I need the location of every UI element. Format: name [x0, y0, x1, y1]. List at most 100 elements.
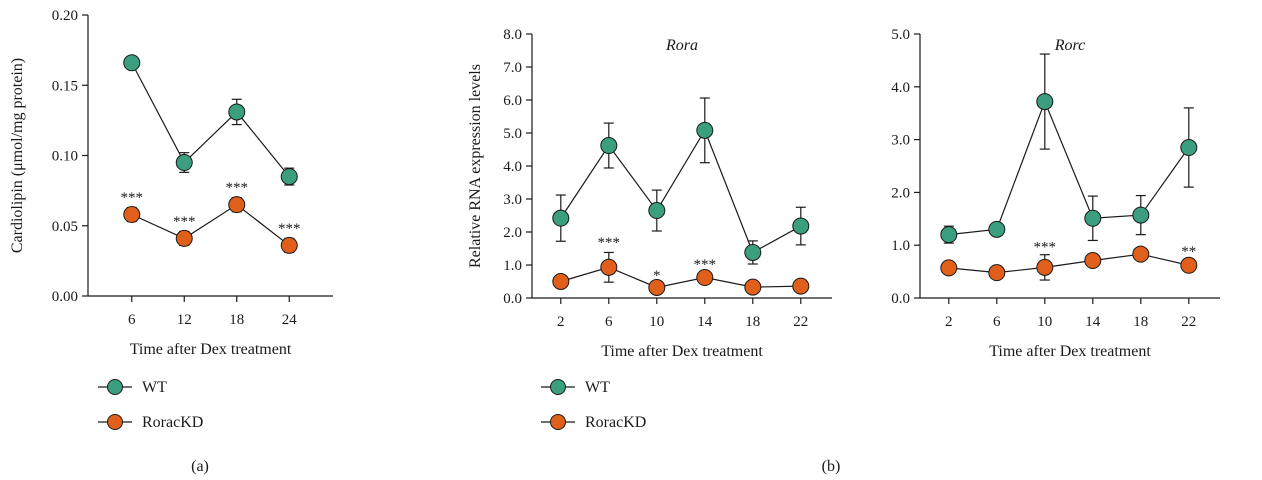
caption-b: (b) — [822, 458, 841, 475]
significance-label: ** — [1181, 244, 1196, 260]
x-tick-label: 14 — [697, 314, 713, 330]
data-point-kd — [228, 196, 246, 214]
data-point-wt — [940, 226, 958, 244]
y-tick-label: 0.05 — [52, 219, 78, 235]
y-tick-label: 0.0 — [503, 291, 522, 307]
legend-b-wt-marker — [550, 379, 566, 395]
y-axis-title: Relative RNA expression levels — [467, 64, 484, 268]
x-tick-label: 6 — [128, 312, 136, 328]
x-tick-label: 18 — [1133, 314, 1148, 330]
series-line-wt — [131, 62, 290, 177]
data-point-kd — [280, 236, 298, 254]
data-point-wt — [552, 209, 570, 227]
data-point-kd — [696, 269, 714, 287]
legend-b-kd-label: RoracKD — [585, 414, 646, 431]
data-point-wt — [280, 168, 298, 186]
significance-label: * — [653, 268, 661, 284]
x-tick-label: 22 — [793, 314, 808, 330]
data-point-kd — [744, 278, 762, 296]
significance-label: *** — [226, 180, 249, 196]
data-point-wt — [600, 137, 618, 155]
cardiolipin-chart: 0.00 0.05 0.10 0.15 0.20 6 12 18 24 Time after De… — [9, 8, 333, 358]
x-tick-label: 18 — [745, 314, 760, 330]
data-point-wt — [648, 202, 666, 220]
y-tick-label: 2.0 — [891, 185, 910, 201]
rorc-chart: 0.0 1.0 2.0 3.0 4.0 5.0 2 6 10 14 18 22 Time after D… — [891, 27, 1220, 360]
data-point-wt — [175, 154, 193, 172]
data-point-wt — [696, 121, 714, 139]
legend-a-kd-label: RoracKD — [142, 414, 203, 431]
data-point-kd — [648, 278, 666, 296]
chart-title: Rora — [665, 37, 698, 54]
data-point-kd — [552, 273, 570, 290]
data-point-kd — [123, 206, 141, 224]
y-tick-label: 1.0 — [503, 258, 522, 274]
y-tick-label: 4.0 — [503, 159, 522, 175]
data-point-kd — [1036, 258, 1054, 276]
data-point-wt — [744, 243, 762, 261]
y-tick-label: 2.0 — [503, 225, 522, 241]
legend-b: WT RoracKD — [541, 379, 646, 431]
x-axis-title: Time after Dex treatment — [130, 341, 292, 358]
x-tick-label: 14 — [1085, 314, 1101, 330]
x-tick-label: 10 — [649, 314, 664, 330]
rora-chart: 0.0 1.0 2.0 3.0 4.0 5.0 6.0 7.0 8.0 2 6 10 14 18 22 Tim… — [467, 27, 832, 360]
x-tick-label: 22 — [1181, 314, 1196, 330]
y-tick-label: 0.15 — [52, 78, 78, 94]
y-tick-label: 1.0 — [891, 238, 910, 254]
series-line-kd — [948, 253, 1189, 274]
x-tick-label: 18 — [229, 312, 244, 328]
data-point-kd — [1132, 245, 1150, 263]
data-point-wt — [1084, 209, 1102, 227]
data-point-kd — [175, 229, 193, 247]
significance-label: *** — [278, 221, 301, 237]
data-point-wt — [123, 54, 141, 72]
chart-title: Rorc — [1054, 37, 1086, 54]
x-tick-label: 6 — [605, 314, 613, 330]
data-point-wt — [1132, 206, 1150, 224]
significance-label: *** — [173, 214, 196, 230]
y-tick-label: 0.0 — [891, 291, 910, 307]
y-tick-label: 0.00 — [52, 289, 78, 305]
data-point-kd — [1084, 252, 1102, 270]
data-point-wt — [988, 220, 1006, 238]
data-point-kd — [988, 264, 1006, 282]
y-tick-label: 0.20 — [52, 8, 78, 24]
data-point-kd — [792, 277, 810, 295]
data-point-wt — [1036, 93, 1054, 111]
series-line-wt — [560, 129, 802, 254]
legend-a: WT RoracKD — [98, 379, 203, 431]
x-tick-label: 10 — [1037, 314, 1052, 330]
series-line-wt — [948, 99, 1190, 236]
significance-label: *** — [121, 190, 144, 206]
legend-a-kd-marker — [107, 414, 123, 430]
y-tick-label: 4.0 — [891, 80, 910, 96]
legend-a-wt-marker — [107, 379, 123, 395]
data-point-kd — [1180, 256, 1198, 274]
legend-b-kd-marker — [550, 414, 566, 430]
x-axis-title: Time after Dex treatment — [989, 343, 1151, 360]
x-tick-label: 24 — [282, 312, 298, 328]
series-line-kd — [131, 203, 290, 246]
legend-b-wt-label: WT — [585, 379, 610, 396]
caption-a: (a) — [191, 458, 209, 475]
series-line-kd — [560, 266, 801, 289]
data-point-wt — [792, 217, 810, 235]
x-tick-label: 2 — [945, 314, 953, 330]
data-point-kd — [940, 259, 958, 277]
data-point-wt — [1180, 139, 1198, 157]
x-axis-title: Time after Dex treatment — [601, 343, 763, 360]
y-tick-label: 0.10 — [52, 149, 78, 165]
significance-label: *** — [1034, 240, 1057, 256]
x-tick-label: 6 — [993, 314, 1001, 330]
y-tick-label: 3.0 — [503, 192, 522, 208]
y-tick-label: 5.0 — [503, 126, 522, 142]
significance-label: *** — [598, 235, 621, 251]
y-tick-label: 5.0 — [891, 27, 910, 43]
y-tick-label: 8.0 — [503, 27, 522, 43]
x-tick-label: 12 — [177, 312, 192, 328]
data-point-wt — [228, 103, 246, 121]
y-tick-label: 7.0 — [503, 60, 522, 76]
data-point-kd — [600, 258, 618, 276]
